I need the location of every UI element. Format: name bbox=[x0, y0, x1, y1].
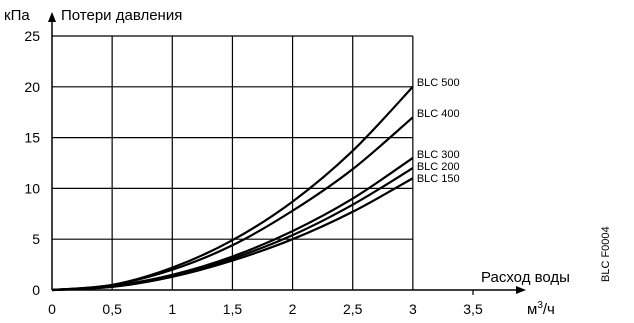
series-label: BLC 500 bbox=[417, 77, 460, 89]
series-lines bbox=[51, 86, 414, 292]
y-axis-title: Потери давления bbox=[61, 7, 182, 24]
x-axis-title: Расход воды bbox=[481, 269, 570, 286]
y-axis-unit: кПа bbox=[4, 7, 30, 24]
x-tick-label: 3,5 bbox=[463, 301, 483, 317]
x-tick-label: 1,5 bbox=[223, 301, 243, 317]
chart-grid bbox=[52, 35, 474, 295]
x-tick-label: 3 bbox=[409, 301, 417, 317]
series-label: BLC 200 bbox=[417, 161, 460, 173]
x-tick-label: 1 bbox=[168, 301, 176, 317]
y-axis-arrow bbox=[48, 12, 56, 22]
x-tick-label: 2 bbox=[289, 301, 297, 317]
series-label: BLC 150 bbox=[417, 173, 460, 185]
figure-code: BLC F0004 bbox=[600, 226, 612, 282]
y-tick-labels: 0 5 10 15 20 25 bbox=[24, 28, 40, 298]
chart-axes bbox=[48, 12, 526, 294]
x-axis-arrow bbox=[516, 286, 526, 294]
y-tick-label: 10 bbox=[24, 180, 40, 196]
series-label: BLC 300 bbox=[417, 149, 460, 161]
x-tick-labels: 0 0,5 1 1,5 2 2,5 3 3,5 bbox=[48, 301, 483, 317]
y-tick-label: 5 bbox=[32, 231, 40, 247]
x-tick-label: 0,5 bbox=[102, 301, 122, 317]
x-tick-label: 0 bbox=[48, 301, 56, 317]
y-tick-label: 20 bbox=[24, 79, 40, 95]
y-tick-label: 0 bbox=[32, 282, 40, 298]
series-line bbox=[51, 177, 414, 292]
y-tick-label: 25 bbox=[24, 28, 40, 44]
series-label: BLC 400 bbox=[417, 108, 460, 120]
x-axis-unit: м3/ч bbox=[527, 300, 555, 318]
y-tick-label: 15 bbox=[24, 130, 40, 146]
x-tick-label: 2,5 bbox=[343, 301, 363, 317]
